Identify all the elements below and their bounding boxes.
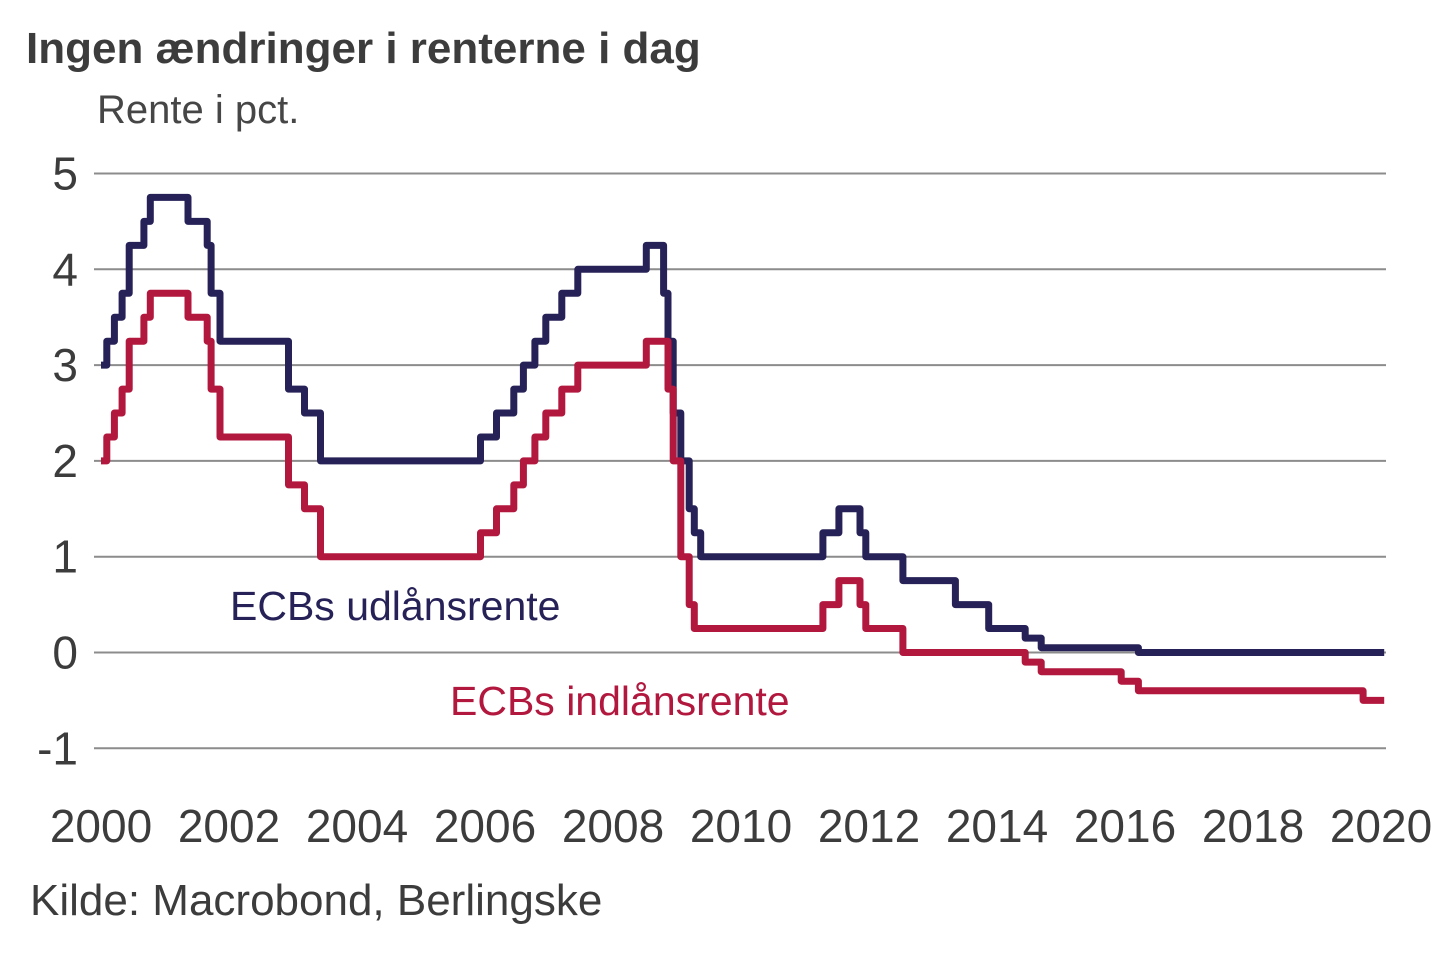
source-label: Kilde: Macrobond, Berlingske — [30, 876, 603, 925]
y-axis-unit-label: Rente i pct. — [97, 88, 300, 132]
x-tick-label: 2004 — [306, 800, 408, 852]
x-tick-label: 2020 — [1330, 800, 1432, 852]
y-tick-label: 2 — [52, 435, 78, 487]
udlaansrente-line — [101, 193, 1385, 656]
x-tick-label: 2010 — [690, 800, 792, 852]
series-label-udlaansrente: ECBs udlånsrente — [230, 583, 561, 629]
x-tick-label: 2002 — [178, 800, 280, 852]
y-tick-label: 4 — [52, 243, 78, 295]
x-tick-label: 2014 — [946, 800, 1048, 852]
y-tick-label: -1 — [37, 722, 78, 774]
x-tick-label: 2006 — [434, 800, 536, 852]
y-tick-label: 3 — [52, 339, 78, 391]
indlaansrente-line — [101, 289, 1385, 704]
x-tick-label: 2000 — [50, 800, 152, 852]
x-tick-label: 2008 — [562, 800, 664, 852]
series-label-indlaansrente: ECBs indlånsrente — [450, 678, 790, 724]
chart-title: Ingen ændringer i renterne i dag — [26, 24, 701, 73]
x-tick-label: 2016 — [1074, 800, 1176, 852]
y-tick-label: 0 — [52, 627, 78, 679]
y-tick-label: 1 — [52, 531, 78, 583]
x-tick-label: 2012 — [818, 800, 920, 852]
x-tick-label: 2018 — [1202, 800, 1304, 852]
y-tick-label: 5 — [52, 148, 78, 200]
